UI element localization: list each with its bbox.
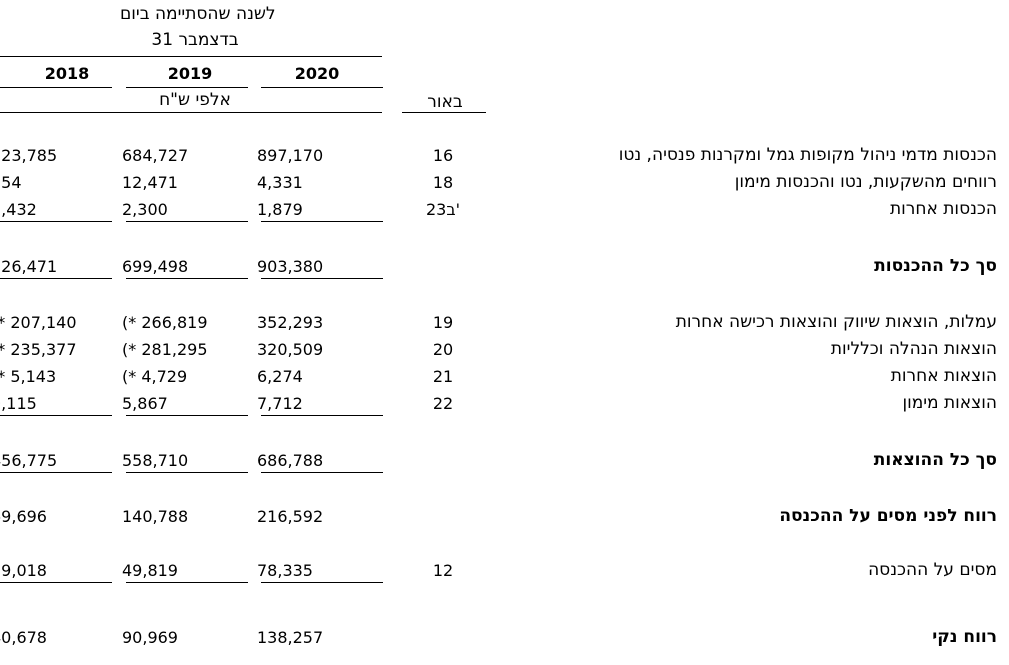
cell-v2020: 7,712 <box>257 394 303 413</box>
row-note: 16 <box>432 146 454 165</box>
currency-label: אלפי ש"ח <box>159 90 231 110</box>
cell-v2020: 1,879 <box>257 200 303 219</box>
row-note: 18 <box>432 173 454 192</box>
row-label: רווחים מהשקעות, נטו והכנסות מימון <box>734 172 997 192</box>
cell-v2018: 235,377 *) <box>0 340 77 359</box>
row-label: הוצאות אחרות <box>890 366 997 386</box>
row-note: 22 <box>432 394 454 413</box>
currency-rule <box>0 112 382 113</box>
cell-v2020: 903,380 <box>257 257 324 276</box>
cell-v2018: 5,143 *) <box>0 367 57 386</box>
total-rule <box>261 472 383 473</box>
row-label: סך כל ההוצאות <box>873 450 997 470</box>
cell-v2018: 29,018 <box>0 561 47 580</box>
cell-v2018: 526,471 <box>0 257 58 276</box>
cell-v2019: 281,295 *) <box>122 340 208 359</box>
year-2020: 2020 <box>294 64 340 83</box>
total-rule <box>0 221 112 222</box>
cell-v2020: 320,509 <box>257 340 324 359</box>
year-2018: 2018 <box>44 64 90 83</box>
cell-v2018: 207,140 *) <box>0 313 77 332</box>
total-rule <box>261 582 383 583</box>
cell-v2019: 699,498 <box>122 257 189 276</box>
row-note: 21 <box>432 367 454 386</box>
cell-v2020: 686,788 <box>257 451 324 470</box>
total-rule <box>0 472 112 473</box>
period-date: 31 בדצמבר <box>151 30 239 50</box>
row-label: הכנסות מדמי ניהול מקופות גמל ומקרנות פנס… <box>618 145 997 165</box>
cell-v2019: 266,819 *) <box>122 313 208 332</box>
row-label: רווח נקי <box>932 627 997 647</box>
row-note: 23ב' <box>425 200 460 219</box>
cell-v2018: 523,785 <box>0 146 58 165</box>
total-rule <box>261 415 383 416</box>
total-rule <box>0 278 112 279</box>
cell-v2018: 254 <box>0 173 22 192</box>
cell-v2020: 352,293 <box>257 313 324 332</box>
row-label: הוצאות הנהלה וכלליות <box>830 339 997 359</box>
year-rule-2019 <box>126 87 248 88</box>
cell-v2020: 897,170 <box>257 146 324 165</box>
row-label: הכנסות אחרות <box>889 199 997 219</box>
cell-v2020: 138,257 <box>257 628 324 647</box>
cell-v2018: 456,775 <box>0 451 58 470</box>
cell-v2019: 2,300 <box>122 200 168 219</box>
row-label: הוצאות מימון <box>902 393 997 413</box>
cell-v2018: 2,432 <box>0 200 37 219</box>
year-rule-2020 <box>261 87 383 88</box>
header-rule <box>0 56 382 57</box>
row-label: סך כל ההכנסות <box>874 256 997 276</box>
total-rule <box>0 582 112 583</box>
cell-v2020: 6,274 <box>257 367 303 386</box>
cell-v2019: 4,729 *) <box>122 367 188 386</box>
row-note: 20 <box>432 340 454 359</box>
total-rule <box>126 415 248 416</box>
total-rule <box>126 472 248 473</box>
row-note: 19 <box>432 313 454 332</box>
cell-v2019: 140,788 <box>122 507 189 526</box>
cell-v2020: 78,335 <box>257 561 313 580</box>
year-2019: 2019 <box>167 64 213 83</box>
cell-v2019: 558,710 <box>122 451 189 470</box>
cell-v2020: 4,331 <box>257 173 303 192</box>
row-label: עמלות, הוצאות שיווק והוצאות רכישה אחרות <box>675 312 997 332</box>
cell-v2019: 5,867 <box>122 394 168 413</box>
cell-v2020: 216,592 <box>257 507 324 526</box>
total-rule <box>261 278 383 279</box>
total-rule <box>126 582 248 583</box>
cell-v2019: 90,969 <box>122 628 178 647</box>
row-label: מסים על ההכנסה <box>868 560 997 580</box>
cell-v2018: 40,678 <box>0 628 47 647</box>
cell-v2018: 9,115 <box>0 394 37 413</box>
total-rule <box>261 221 383 222</box>
year-rule-2018 <box>0 87 112 88</box>
row-label: רווח לפני מסים על ההכנסה <box>779 506 997 526</box>
cell-v2019: 684,727 <box>122 146 189 165</box>
total-rule <box>126 221 248 222</box>
cell-v2019: 49,819 <box>122 561 178 580</box>
cell-v2019: 12,471 <box>122 173 178 192</box>
total-rule <box>0 415 112 416</box>
cell-v2018: 69,696 <box>0 507 47 526</box>
note-header-rule <box>402 112 486 113</box>
note-column-header: באור <box>427 92 463 112</box>
total-rule <box>126 278 248 279</box>
period-title: לשנה שהסתיימה ביום <box>120 4 276 24</box>
row-note: 12 <box>432 561 454 580</box>
